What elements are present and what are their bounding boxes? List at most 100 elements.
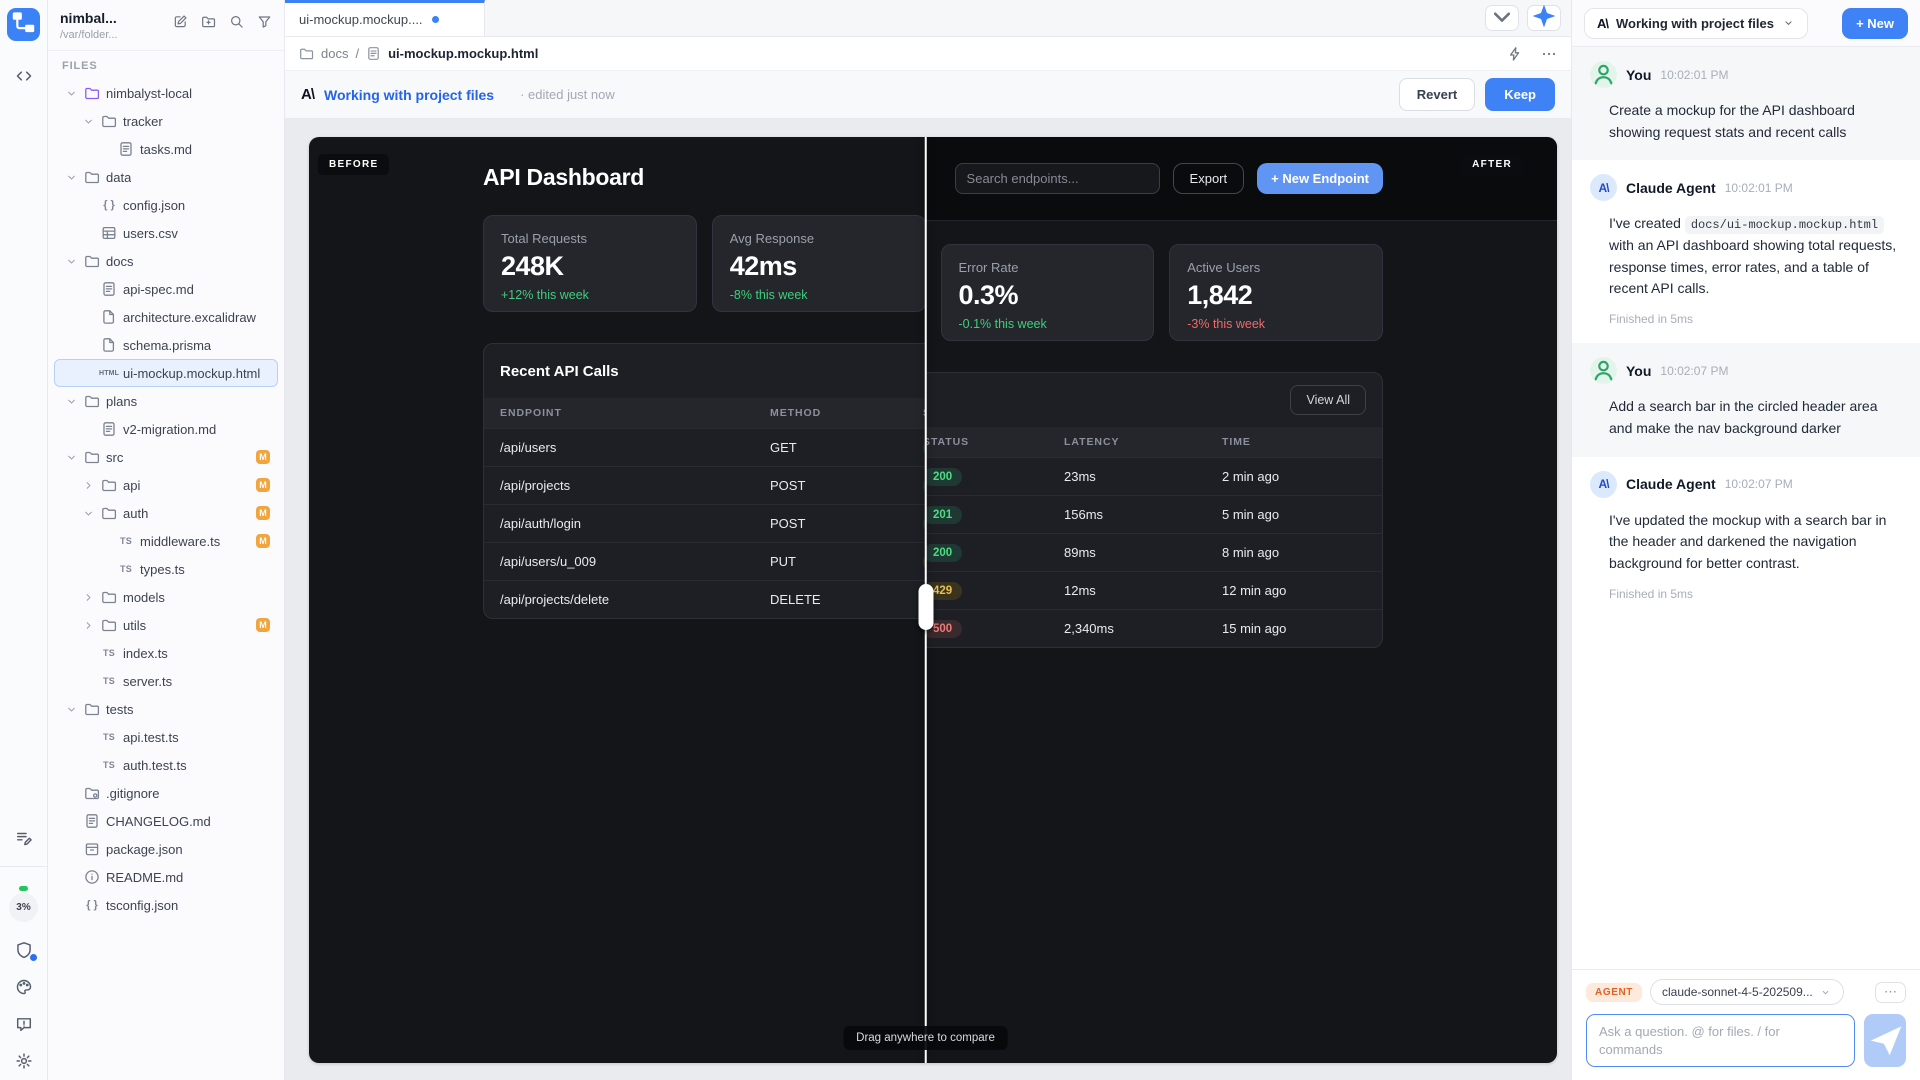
- file-tree-item-users-csv[interactable]: users.csv: [54, 219, 278, 247]
- file-tree-item-models[interactable]: models: [54, 583, 278, 611]
- file-tree-item-server-ts[interactable]: TS server.ts: [54, 667, 278, 695]
- view-all-button[interactable]: View All: [1290, 385, 1366, 415]
- file-tree-item-utils[interactable]: utils M: [54, 611, 278, 639]
- agent-working-label[interactable]: Working with project files: [324, 86, 495, 103]
- file-tree-item-tsconfig-json[interactable]: { } tsconfig.json: [54, 891, 278, 919]
- file-tree-item-data[interactable]: data: [54, 163, 278, 191]
- chevron-down-icon: [65, 255, 78, 268]
- file-name: tasks.md: [140, 141, 193, 157]
- cell-method: POST: [770, 516, 806, 531]
- cell-latency: 12ms: [1064, 583, 1096, 598]
- dashboard-mockup-after: API Dashboard Search endpoints... Export + …: [923, 137, 1557, 1063]
- compare-canvas[interactable]: BEFORE AFTER API Dashboard Total Requests…: [309, 137, 1557, 1063]
- file-tree-item-ui-mockup-mockup-html[interactable]: HTML ui-mockup.mockup.html: [54, 359, 278, 387]
- claude-logo-icon: A\: [301, 86, 315, 103]
- agent-avatar: A\: [1590, 470, 1617, 498]
- settings-gear-icon[interactable]: [15, 1052, 33, 1070]
- file-tree-item-v2-migration-md[interactable]: v2-migration.md: [54, 415, 278, 443]
- model-name: claude-sonnet-4-5-202509...: [1662, 985, 1813, 999]
- file-tree-item-plans[interactable]: plans: [54, 387, 278, 415]
- shield-icon[interactable]: [15, 941, 37, 961]
- file-tree-item-config-json[interactable]: { } config.json: [54, 191, 278, 219]
- cell-status: 200: [925, 543, 1064, 562]
- send-button[interactable]: [1864, 1014, 1906, 1067]
- file-tree-item-architecture-excalidraw[interactable]: architecture.excalidraw: [54, 303, 278, 331]
- message-timestamp: 10:02:01 PM: [1724, 180, 1793, 195]
- lightning-icon[interactable]: [1507, 46, 1523, 62]
- file-tree-item-src[interactable]: src M: [54, 443, 278, 471]
- column-header-time: TIME: [1222, 436, 1251, 448]
- file-tree-item-types-ts[interactable]: TS types.ts: [54, 555, 278, 583]
- palette-icon[interactable]: [15, 978, 33, 996]
- new-chat-button[interactable]: + New: [1842, 7, 1908, 39]
- file-tree-item-api[interactable]: api M: [54, 471, 278, 499]
- message-header: You 10:02:07 PM: [1590, 357, 1902, 385]
- doc-icon: [84, 813, 100, 829]
- tab-list-dropdown-button[interactable]: [1485, 5, 1519, 31]
- edit-icon[interactable]: [173, 14, 188, 29]
- compare-slider-handle[interactable]: [918, 584, 933, 630]
- ts-icon: TS: [102, 648, 116, 658]
- file-tree-item-auth[interactable]: auth M: [54, 499, 278, 527]
- chat-input[interactable]: [1586, 1014, 1855, 1067]
- file-tree-item-index-ts[interactable]: TS index.ts: [54, 639, 278, 667]
- model-selector[interactable]: claude-sonnet-4-5-202509...: [1650, 979, 1844, 1005]
- column-header-latency: LATENCY: [1064, 436, 1120, 448]
- breadcrumb-file[interactable]: ui-mockup.mockup.html: [388, 46, 539, 61]
- file-tree-item-tasks-md[interactable]: tasks.md: [54, 135, 278, 163]
- session-selector[interactable]: A\ Working with project files: [1584, 7, 1808, 39]
- ai-sparkle-button[interactable]: [1527, 4, 1561, 31]
- modified-badge: M: [256, 450, 270, 464]
- before-badge: BEFORE: [318, 154, 390, 175]
- file-tree-item-api-spec-md[interactable]: api-spec.md: [54, 275, 278, 303]
- file-tree-item-readme-md[interactable]: README.md: [54, 863, 278, 891]
- file-tree-item-tests[interactable]: tests: [54, 695, 278, 723]
- search-icon[interactable]: [229, 14, 244, 29]
- file-name: auth: [123, 505, 149, 521]
- file-tree-item-auth-test-ts[interactable]: TS auth.test.ts: [54, 751, 278, 779]
- new-endpoint-button[interactable]: + New Endpoint: [1257, 163, 1383, 194]
- feedback-icon[interactable]: [15, 1015, 33, 1033]
- cell-method: POST: [770, 478, 806, 493]
- folder-icon: [101, 617, 117, 633]
- chevron-right-icon: [82, 619, 95, 632]
- file-tree-item-docs[interactable]: docs: [54, 247, 278, 275]
- file-tree-item-api-test-ts[interactable]: TS api.test.ts: [54, 723, 278, 751]
- filter-icon[interactable]: [257, 14, 272, 29]
- column-header-status: STATUS: [923, 436, 970, 448]
- new-folder-icon[interactable]: [201, 14, 216, 29]
- file-tree-item-tracker[interactable]: tracker: [54, 107, 278, 135]
- status-badge: 200: [925, 543, 963, 562]
- tab-ui-mockup[interactable]: ui-mockup.mockup....: [285, 0, 485, 36]
- usage-indicator[interactable]: 3%: [9, 886, 38, 922]
- send-plane-icon: [1864, 1018, 1906, 1063]
- code-icon[interactable]: [15, 67, 33, 85]
- endpoint-search-input[interactable]: Search endpoints...: [954, 163, 1160, 194]
- table-column-headers: ENDPOINTMETHODSTATUSLATENCYTIME: [923, 427, 1382, 457]
- file-tree-item-middleware-ts[interactable]: TS middleware.ts M: [54, 527, 278, 555]
- cell-status: 429: [925, 581, 1064, 600]
- app-logo[interactable]: [7, 8, 40, 41]
- chat-message-agent-3: A\ Claude Agent 10:02:07 PM I've updated th…: [1572, 457, 1920, 618]
- file-tree-item-package-json[interactable]: package.json: [54, 835, 278, 863]
- message-header: A\ Claude Agent 10:02:07 PM: [1590, 470, 1902, 498]
- modified-badge: M: [256, 478, 270, 492]
- file-tree-item-nimbalyst-local[interactable]: nimbalyst-local: [54, 79, 278, 107]
- more-options-icon[interactable]: [1541, 46, 1557, 62]
- stat-value: 42ms: [729, 251, 798, 281]
- notes-edit-icon[interactable]: [15, 829, 33, 847]
- cell-latency: 89ms: [1064, 545, 1096, 560]
- keep-button[interactable]: Keep: [1485, 78, 1555, 111]
- cell-time: 2 min ago: [1222, 469, 1280, 484]
- file-name: v2-migration.md: [123, 421, 217, 437]
- doc-icon: [101, 281, 117, 297]
- revert-button[interactable]: Revert: [1398, 78, 1476, 111]
- export-button[interactable]: Export: [1172, 163, 1245, 194]
- composer-menu-button[interactable]: ⋯: [1875, 981, 1906, 1003]
- file-tree-item-changelog-md[interactable]: CHANGELOG.md: [54, 807, 278, 835]
- file-tree-item-gitignore[interactable]: .gitignore: [54, 779, 278, 807]
- file-tree-item-schema-prisma[interactable]: schema.prisma: [54, 331, 278, 359]
- chat-messages[interactable]: You 10:02:01 PM Create a mockup for the AP…: [1572, 47, 1920, 969]
- breadcrumb-folder[interactable]: docs: [321, 46, 349, 61]
